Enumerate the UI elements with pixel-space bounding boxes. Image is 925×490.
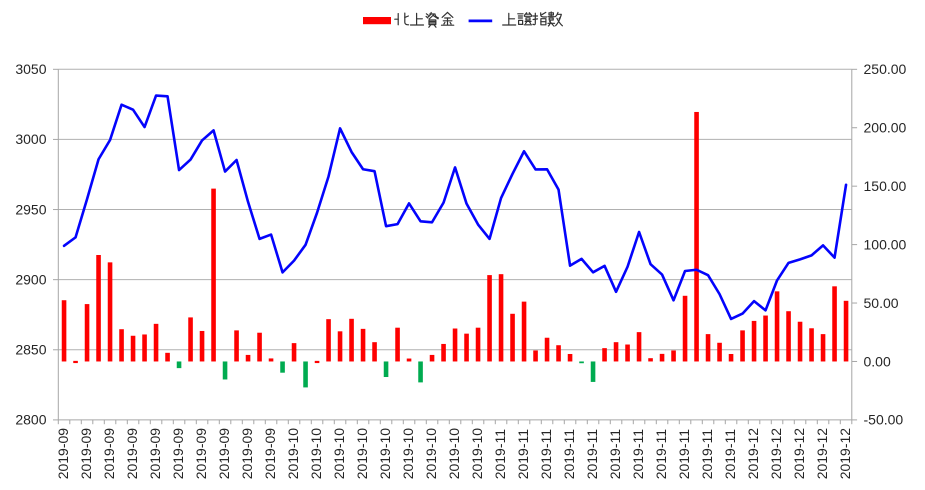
svg-text:2019-10: 2019-10 xyxy=(308,428,324,480)
svg-text:2019-11: 2019-11 xyxy=(584,429,600,480)
svg-text:2019-11: 2019-11 xyxy=(630,429,646,480)
svg-text:2019-09: 2019-09 xyxy=(101,428,117,480)
svg-text:2019-11: 2019-11 xyxy=(722,429,738,480)
svg-text:2950: 2950 xyxy=(15,201,46,217)
svg-text:2019-11: 2019-11 xyxy=(653,429,669,480)
svg-text:2019-09: 2019-09 xyxy=(193,428,209,480)
svg-text:2850: 2850 xyxy=(15,342,46,358)
svg-text:2019-11: 2019-11 xyxy=(561,429,577,480)
svg-text:2800: 2800 xyxy=(15,412,46,428)
svg-text:2019-09: 2019-09 xyxy=(239,428,255,480)
svg-text:2019-09: 2019-09 xyxy=(170,428,186,480)
svg-text:50.00: 50.00 xyxy=(864,295,899,311)
svg-text:2019-11: 2019-11 xyxy=(538,429,554,480)
svg-text:2019-10: 2019-10 xyxy=(285,428,301,480)
svg-text:2900: 2900 xyxy=(15,271,46,287)
svg-text:2019-11: 2019-11 xyxy=(676,429,692,480)
svg-text:100.00: 100.00 xyxy=(864,236,907,252)
svg-text:2019-11: 2019-11 xyxy=(607,429,623,480)
svg-text:2019-12: 2019-12 xyxy=(837,428,853,480)
svg-text:-50.00: -50.00 xyxy=(864,412,904,428)
svg-text:2019-10: 2019-10 xyxy=(446,428,462,480)
svg-text:150.00: 150.00 xyxy=(864,178,907,194)
svg-text:2019-12: 2019-12 xyxy=(814,428,830,480)
svg-text:2019-09: 2019-09 xyxy=(262,428,278,480)
svg-text:2019-09: 2019-09 xyxy=(55,428,71,480)
svg-text:2019-11: 2019-11 xyxy=(699,429,715,480)
svg-text:2019-11: 2019-11 xyxy=(515,429,531,480)
svg-text:200.00: 200.00 xyxy=(864,120,907,136)
svg-text:2019-10: 2019-10 xyxy=(469,428,485,480)
svg-text:2019-09: 2019-09 xyxy=(147,428,163,480)
svg-text:2019-09: 2019-09 xyxy=(78,428,94,480)
svg-text:2019-10: 2019-10 xyxy=(400,428,416,480)
svg-text:2019-10: 2019-10 xyxy=(354,428,370,480)
svg-text:2019-12: 2019-12 xyxy=(791,428,807,480)
svg-text:2019-11: 2019-11 xyxy=(492,429,508,480)
svg-text:250.00: 250.00 xyxy=(864,61,907,77)
svg-text:2019-10: 2019-10 xyxy=(331,428,347,480)
svg-text:3050: 3050 xyxy=(15,61,46,77)
svg-text:3000: 3000 xyxy=(15,131,46,147)
svg-text:2019-10: 2019-10 xyxy=(377,428,393,480)
svg-text:2019-12: 2019-12 xyxy=(745,428,761,480)
svg-text:2019-10: 2019-10 xyxy=(423,428,439,480)
svg-text:2019-12: 2019-12 xyxy=(768,428,784,480)
svg-text:2019-09: 2019-09 xyxy=(124,428,140,480)
svg-text:2019-09: 2019-09 xyxy=(216,428,232,480)
svg-text:0.00: 0.00 xyxy=(864,353,891,369)
